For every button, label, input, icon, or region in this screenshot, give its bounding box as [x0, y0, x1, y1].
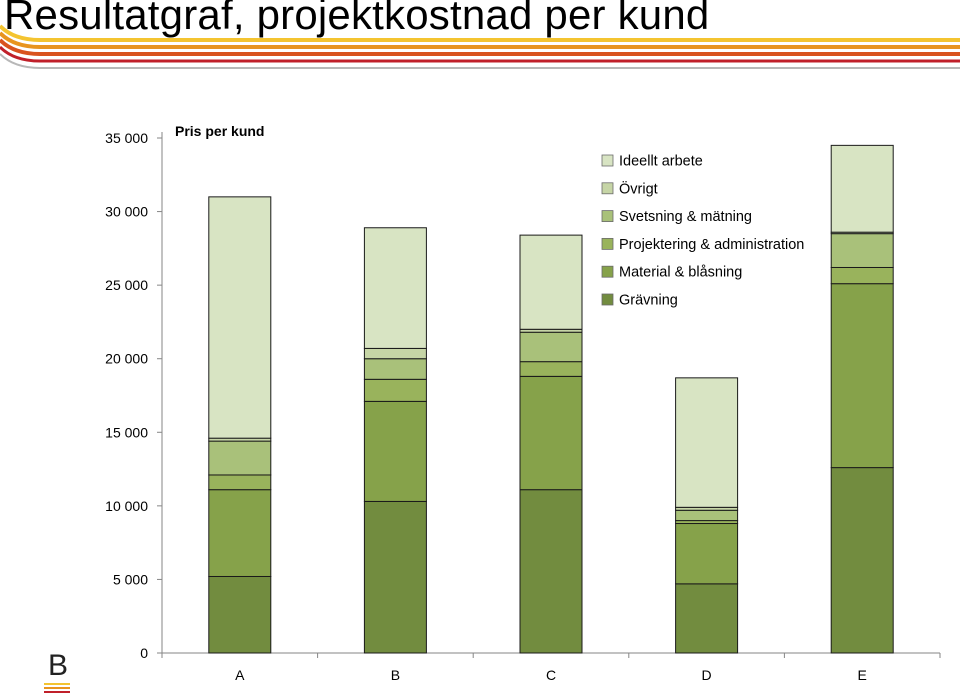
- logo-bar-2: [44, 687, 70, 689]
- bar-segment: [363, 358, 427, 380]
- stripe-red: [0, 45, 960, 63]
- x-tick-label: D: [702, 667, 712, 683]
- y-tick-label: 25 000: [105, 277, 148, 293]
- bar-segment: [363, 400, 427, 502]
- bar-segment: [519, 361, 583, 377]
- bar-segment: [363, 347, 427, 360]
- y-tick-label: 30 000: [105, 204, 148, 220]
- bar-segment: [208, 440, 272, 476]
- legend-swatch: [601, 210, 614, 223]
- bar-segment: [363, 227, 427, 349]
- x-tick-label: A: [235, 667, 245, 683]
- bar-segment: [208, 196, 272, 439]
- stripe-orange: [0, 31, 960, 49]
- bar-segment: [675, 583, 739, 654]
- y-tick-label: 0: [140, 645, 148, 661]
- legend-swatch: [601, 265, 614, 278]
- chart-title: Pris per kund: [175, 123, 264, 139]
- bar-segment: [830, 144, 894, 233]
- bar-segment: [519, 375, 583, 491]
- bar-segment: [519, 234, 583, 330]
- logo-letter: B: [48, 649, 69, 682]
- logo-bar-1: [44, 683, 70, 685]
- legend-label: Svetsning & mätning: [619, 209, 752, 225]
- bar-segment: [830, 283, 894, 469]
- legend-label: Övrigt: [619, 179, 658, 197]
- x-tick-label: C: [546, 667, 556, 683]
- legend-swatch: [601, 237, 614, 250]
- bar-segment: [675, 523, 739, 585]
- x-tick-label: B: [391, 667, 400, 683]
- logo-bar-3: [44, 691, 70, 693]
- bar-segment: [208, 474, 272, 491]
- bar-segment: [208, 489, 272, 577]
- header-stripes: [0, 24, 960, 69]
- legend-swatch: [601, 182, 614, 195]
- bar-segment: [519, 489, 583, 654]
- x-tick-label: E: [858, 667, 867, 683]
- stripe-grey: [0, 53, 960, 69]
- bar-segment: [830, 266, 894, 285]
- company-logo: B: [44, 645, 80, 695]
- legend-label: Material & blåsning: [619, 265, 742, 281]
- bar-segment: [363, 378, 427, 402]
- bar-segment: [519, 331, 583, 363]
- y-tick-label: 20 000: [105, 351, 148, 367]
- stripe-red-orange: [0, 38, 960, 56]
- bar-segment: [208, 575, 272, 654]
- bar-segment: [675, 509, 739, 522]
- y-tick-label: 15 000: [105, 424, 148, 440]
- legend-label: Ideellt arbete: [619, 154, 703, 170]
- bar-segment: [363, 500, 427, 654]
- bar-segment: [675, 377, 739, 508]
- stripe-yellow: [0, 24, 960, 42]
- y-tick-label: 5 000: [113, 571, 148, 587]
- legend-label: Projektering & administration: [619, 237, 804, 253]
- legend-label: Grävning: [619, 293, 678, 309]
- legend-swatch: [601, 293, 614, 306]
- bar-segment: [830, 233, 894, 268]
- bar-segment: [830, 467, 894, 654]
- y-tick-label: 10 000: [105, 498, 148, 514]
- legend-swatch: [601, 154, 614, 167]
- y-tick-label: 35 000: [105, 130, 148, 146]
- slide-title: Resultatgraf, projektkostnad per kund: [4, 0, 710, 38]
